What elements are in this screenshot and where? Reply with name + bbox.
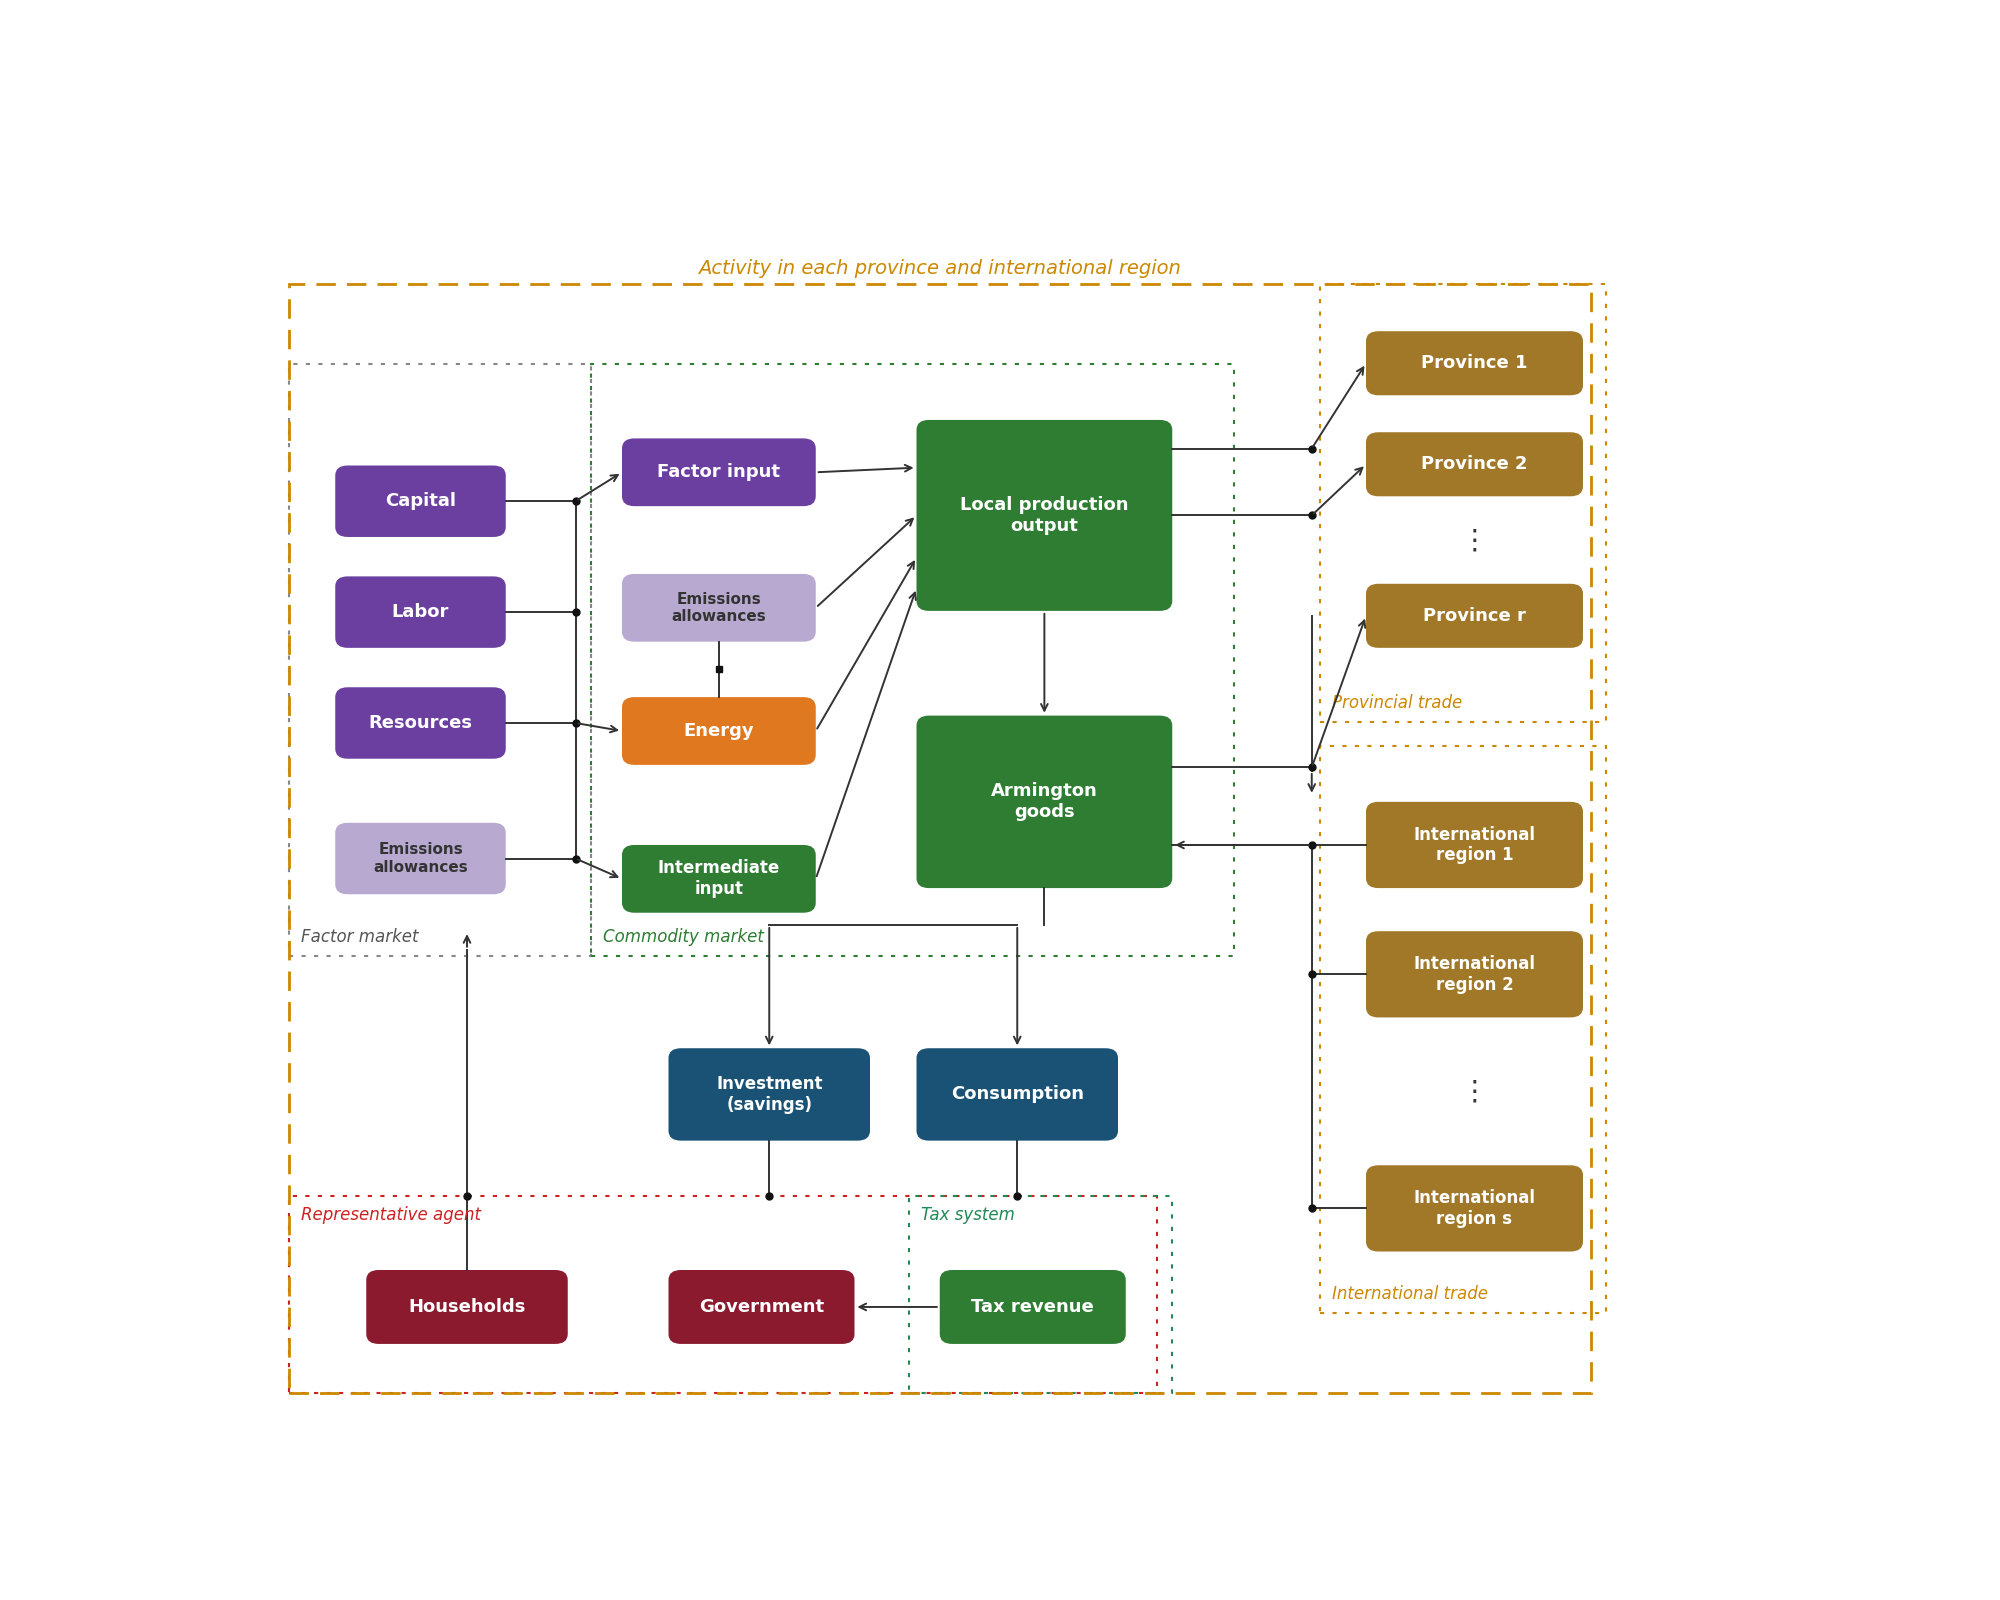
FancyBboxPatch shape xyxy=(336,466,506,538)
Text: Emissions
allowances: Emissions allowances xyxy=(672,592,766,624)
Text: Capital: Capital xyxy=(384,493,456,510)
FancyBboxPatch shape xyxy=(668,1048,870,1141)
Text: Tax revenue: Tax revenue xyxy=(972,1298,1094,1315)
FancyBboxPatch shape xyxy=(622,438,816,506)
Text: International
region 2: International region 2 xyxy=(1414,955,1536,994)
Text: Factor input: Factor input xyxy=(658,464,780,482)
Text: Commodity market: Commodity market xyxy=(604,928,764,946)
Bar xyxy=(908,1197,1172,1394)
Text: Tax system: Tax system xyxy=(922,1206,1016,1224)
FancyBboxPatch shape xyxy=(1366,432,1584,496)
Text: Local production
output: Local production output xyxy=(960,496,1128,534)
FancyBboxPatch shape xyxy=(336,688,506,758)
Text: Investment
(savings): Investment (savings) xyxy=(716,1075,822,1114)
Text: Emissions
allowances: Emissions allowances xyxy=(374,842,468,875)
FancyBboxPatch shape xyxy=(1366,331,1584,395)
FancyBboxPatch shape xyxy=(916,1048,1118,1141)
FancyBboxPatch shape xyxy=(1366,1165,1584,1251)
Text: Representative agent: Representative agent xyxy=(302,1206,482,1224)
Text: Government: Government xyxy=(698,1298,824,1315)
Text: Province r: Province r xyxy=(1424,606,1526,626)
Text: Factor market: Factor market xyxy=(302,928,418,946)
Bar xyxy=(1320,285,1606,722)
FancyBboxPatch shape xyxy=(622,698,816,765)
Text: Resources: Resources xyxy=(368,714,472,731)
Text: ⋮: ⋮ xyxy=(1460,1077,1488,1106)
Text: Energy: Energy xyxy=(684,722,754,739)
FancyBboxPatch shape xyxy=(940,1270,1126,1344)
Text: Consumption: Consumption xyxy=(950,1085,1084,1104)
Bar xyxy=(288,365,592,955)
FancyBboxPatch shape xyxy=(668,1270,854,1344)
Bar xyxy=(288,1197,1156,1394)
Text: International
region 1: International region 1 xyxy=(1414,826,1536,864)
FancyBboxPatch shape xyxy=(336,822,506,894)
Text: International trade: International trade xyxy=(1332,1285,1488,1304)
Bar xyxy=(288,285,1590,1394)
Bar xyxy=(1320,746,1606,1314)
FancyBboxPatch shape xyxy=(1366,931,1584,1018)
Text: Armington
goods: Armington goods xyxy=(992,782,1098,821)
Text: Province 2: Province 2 xyxy=(1422,456,1528,474)
FancyBboxPatch shape xyxy=(622,574,816,642)
Text: International
region s: International region s xyxy=(1414,1189,1536,1227)
Text: Labor: Labor xyxy=(392,603,450,621)
FancyBboxPatch shape xyxy=(366,1270,568,1344)
Text: Province 1: Province 1 xyxy=(1422,354,1528,373)
Text: Households: Households xyxy=(408,1298,526,1315)
FancyBboxPatch shape xyxy=(916,715,1172,888)
FancyBboxPatch shape xyxy=(336,576,506,648)
FancyBboxPatch shape xyxy=(916,419,1172,611)
FancyBboxPatch shape xyxy=(1366,584,1584,648)
FancyBboxPatch shape xyxy=(622,845,816,912)
Text: ⋮: ⋮ xyxy=(1460,526,1488,554)
FancyBboxPatch shape xyxy=(1366,802,1584,888)
Text: Activity in each province and international region: Activity in each province and internatio… xyxy=(698,259,1182,278)
Text: Intermediate
input: Intermediate input xyxy=(658,859,780,898)
Text: Provincial trade: Provincial trade xyxy=(1332,694,1462,712)
Bar xyxy=(592,365,1234,955)
